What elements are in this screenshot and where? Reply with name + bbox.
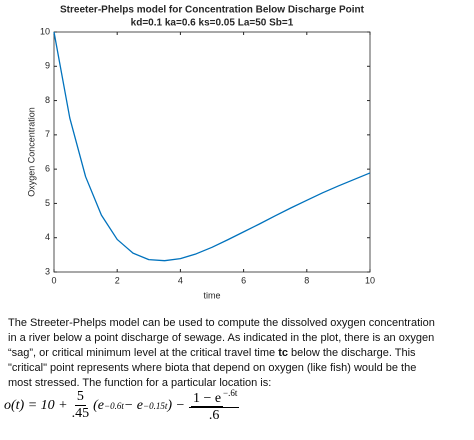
text-line: The Streeter-Phelps model can be used to… bbox=[8, 317, 435, 329]
line bbox=[53, 31, 371, 262]
y-tick-label: 9 bbox=[45, 61, 50, 71]
y-tick-label: 6 bbox=[45, 164, 50, 174]
x-tick-label: 0 bbox=[51, 275, 56, 285]
formula-part: 1 − e bbox=[190, 390, 224, 407]
text: tc bbox=[278, 347, 288, 359]
x-tick-label: 6 bbox=[241, 275, 246, 285]
description: The Streeter-Phelps model can be used to… bbox=[8, 316, 435, 391]
y-tick-label: 5 bbox=[45, 198, 50, 208]
formula-part: −0.15t bbox=[143, 400, 168, 411]
formula-part: .45 bbox=[71, 406, 90, 422]
chart-title: Streeter-Phelps model for Concentration … bbox=[60, 5, 365, 16]
formula-part: −.6t bbox=[223, 388, 238, 398]
formula-part: (e bbox=[93, 397, 104, 413]
y-tick-label: 8 bbox=[45, 95, 50, 105]
text-line: "critical" point represents where biota … bbox=[8, 362, 417, 374]
y-tick-label: 4 bbox=[45, 232, 50, 242]
fraction: 1 − e −.6t .6 bbox=[188, 388, 240, 424]
formula: o(t) = 10 + 5.45 (e −0.6t − e −0.15t ) − 1… bbox=[4, 388, 243, 424]
text-line: “sag”, or critical minimum level at the … bbox=[8, 346, 435, 361]
x-tick-label: 10 bbox=[365, 275, 375, 285]
x-axis-label: time bbox=[203, 290, 220, 300]
formula-part: −0.6t bbox=[104, 400, 124, 411]
chart-subtitle: kd=0.1 ka=0.6 ks=0.05 La=50 Sb=1 bbox=[131, 18, 294, 29]
text-line: in a river below a point discharge of se… bbox=[8, 332, 435, 344]
text: below the discharge. This bbox=[287, 347, 416, 359]
y-tick-label: 7 bbox=[45, 129, 50, 139]
chart: Streeter-Phelps model for Concentration … bbox=[26, 5, 375, 301]
formula-part: .6 bbox=[208, 407, 220, 423]
x-tick-label: 4 bbox=[178, 275, 183, 285]
formula-part: ) − bbox=[167, 397, 185, 413]
y-tick-label: 3 bbox=[45, 266, 50, 276]
text-line: most stressed. The function for a partic… bbox=[8, 377, 272, 389]
y-tick-label: 10 bbox=[40, 26, 50, 36]
y-axis-label: Oxygen Concentration bbox=[26, 107, 36, 197]
formula-part: − e bbox=[123, 397, 143, 413]
fraction: 5.45 bbox=[72, 389, 90, 422]
formula-part: 5 bbox=[74, 389, 86, 407]
fraction-top: 1 − e −.6t bbox=[188, 388, 240, 408]
text: “sag”, or critical minimum level at the … bbox=[8, 347, 279, 359]
x-tick-label: 2 bbox=[115, 275, 120, 285]
plot-box bbox=[53, 31, 371, 273]
formula-part: o(t) = 10 + bbox=[4, 397, 68, 413]
x-tick-label: 8 bbox=[304, 275, 309, 285]
